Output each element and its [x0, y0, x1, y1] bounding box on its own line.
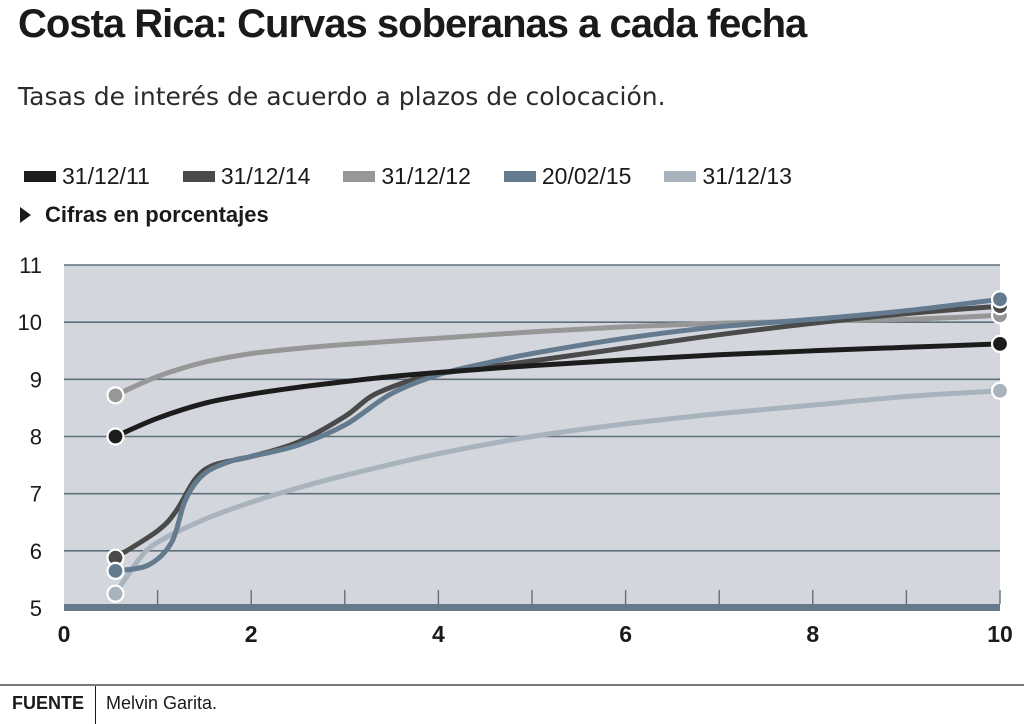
series-endpoint-0: [990, 334, 1010, 353]
y-tick-label: 8: [30, 425, 42, 450]
legend-label: 31/12/12: [381, 163, 471, 189]
x-tick-label: 10: [987, 621, 1013, 647]
legend-swatch: [343, 171, 376, 182]
legend: 31/12/11 31/12/14 31/12/12 20/02/15 31/1…: [24, 163, 825, 190]
legend-item-series-2: 31/12/12: [343, 163, 471, 190]
legend-label: 20/02/15: [541, 163, 632, 189]
legend-item-series-0: 31/12/11: [24, 163, 150, 190]
x-axis-baseline: [64, 604, 1000, 611]
series-endpoint-4: [106, 584, 125, 603]
legend-item-series-4: 31/12/13: [664, 163, 792, 190]
x-tick-label: 6: [619, 621, 632, 647]
chart-title: Costa Rica: Curvas soberanas a cada fech…: [18, 2, 807, 46]
line-chart: 5 6 7 8 9 10 11 0 2 4 6 8 10: [18, 253, 1013, 647]
series-line-3: [113, 296, 1003, 574]
series-endpoint-3: [990, 290, 1010, 309]
source-text: Melvin Garita.: [106, 693, 218, 713]
x-tick-label: 0: [58, 621, 71, 647]
legend-item-series-3: 20/02/15: [503, 163, 632, 190]
source-label: FUENTE: [12, 693, 84, 713]
chart-subtitle: Tasas de interés de acuerdo a plazos de …: [18, 82, 666, 111]
legend-label: 31/12/11: [62, 163, 150, 189]
y-tick-label: 5: [30, 596, 42, 621]
y-tick-label: 6: [30, 539, 42, 564]
series-endpoint-0: [106, 427, 125, 446]
legend-swatch: [24, 171, 56, 182]
y-tick-label: 10: [18, 310, 42, 335]
y-tick-label: 9: [30, 367, 42, 392]
series-line-1: [113, 303, 1003, 561]
source-divider: [95, 686, 96, 724]
units-note: Cifras en porcentajes: [20, 202, 269, 228]
legend-label: 31/12/14: [220, 163, 311, 189]
y-tick-label: 7: [30, 482, 42, 507]
legend-swatch: [503, 171, 536, 182]
legend-swatch: [182, 171, 215, 182]
legend-label: 31/12/13: [702, 163, 792, 189]
legend-item-series-1: 31/12/14: [182, 163, 311, 190]
series-endpoint-4: [990, 381, 1010, 400]
units-note-text: Cifras en porcentajes: [45, 202, 269, 227]
y-tick-label: 11: [19, 253, 42, 278]
x-tick-label: 4: [432, 621, 445, 647]
series-line-0: [113, 341, 1003, 439]
series-endpoint-2: [106, 386, 125, 405]
triangle-right-icon: [20, 207, 31, 223]
x-tick-label: 8: [806, 621, 819, 647]
series-endpoint-3: [106, 561, 125, 580]
footer-divider: [0, 684, 1024, 686]
x-tick-label: 2: [245, 621, 258, 647]
legend-swatch: [664, 171, 697, 182]
